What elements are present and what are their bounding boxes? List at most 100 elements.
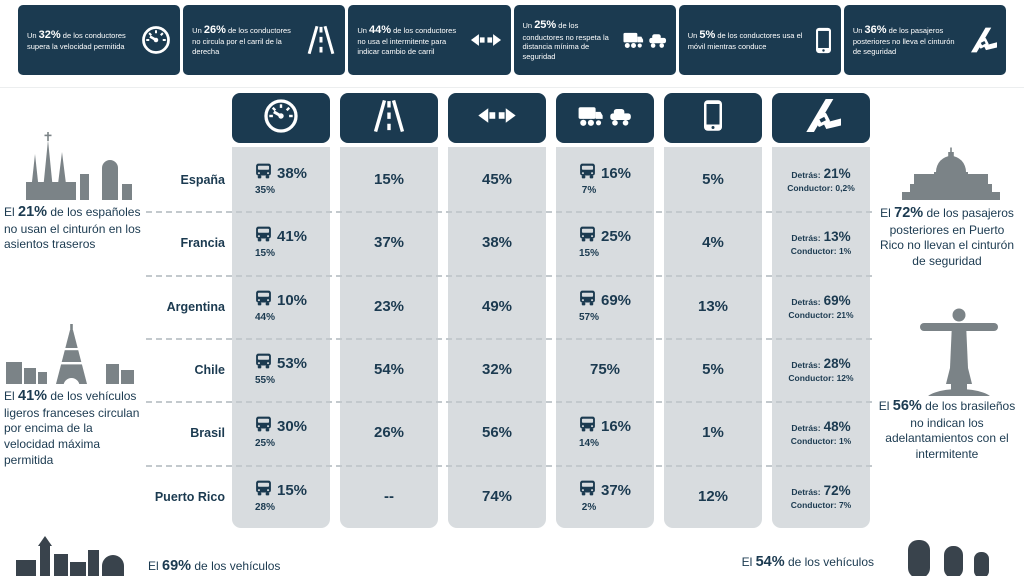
speedometer-icon [263,98,299,139]
phone-value: 12% [697,488,729,505]
country-label: España [180,172,225,187]
truck-icon [579,416,596,437]
truck-icon [579,163,596,184]
banner-item-speeding: Un 32% de los conductores supera la velo… [18,5,181,75]
banner-text: Un 25% de los conductores no respeta la … [522,19,609,62]
lane-markings-icon [306,25,336,55]
driver-line: Conductor: 21% [788,310,854,320]
banner-item-mobile-phone: Un 5% de los conductores usa el móvil mi… [678,5,841,75]
banner-item-right-lane: Un 26% de los conductores no circula por… [183,5,346,75]
turn-signal-arrows-icon [477,105,517,131]
column-header-phone [664,93,762,143]
banner-text: Un 5% de los conductores usa el móvil mi… [687,28,803,52]
turn-signal-value: 45% [481,171,513,188]
table-row: Puerto Rico 15% 28% -- 74% 37% 2% 12% De… [0,465,1024,528]
rear-label: Detrás: [791,360,821,370]
rear-value: 48% [823,419,851,434]
distance-cell: 69% 57% [556,275,654,338]
row-separator [146,401,872,403]
table-row: Chile 53% 55% 54% 32% 75% 5% Detrás: 28% … [0,338,1024,401]
column-header-speedometer [232,93,330,143]
seatbelt-cell: Detrás: 48% Conductor: 1% [772,401,870,464]
distance-cell: 75% [556,338,654,401]
speeding-value: 10% [276,292,308,309]
country-label: Chile [194,362,225,377]
turn-signal-arrows-icon [470,31,502,49]
london-skyline-icon [14,536,134,576]
speeding-value: 38% [276,165,308,182]
rear-label: Detrás: [791,170,821,180]
speeding-sub-value: 15% [254,248,275,259]
banner-text: Un 36% de los pasajeros posteriores no l… [852,24,955,57]
right-lane-value: 23% [373,298,405,315]
turn-signal-value: 49% [481,298,513,315]
note-bottom-right: El 54% de los vehículos [741,554,874,570]
distance-sub-value: 14% [578,438,599,449]
distance-value: 75% [589,360,621,378]
distance-value: 16% [600,418,632,435]
mobile-phone-icon [815,27,832,54]
country-label: Puerto Rico [154,489,225,504]
speeding-sub-value: 44% [254,312,275,323]
rear-value: 13% [823,229,851,244]
right-lane-value: 54% [373,361,405,378]
banner-item-turn-signal: Un 44% de los conductores no usa el inte… [348,5,511,75]
rear-value: 21% [823,166,851,181]
rear-value: 69% [823,293,851,308]
truck-icon [255,290,272,311]
seatbelt-icon [801,99,841,137]
seatbelt-cell: Detrás: 72% Conductor: 7% [772,465,870,528]
speeding-value: 41% [276,228,308,245]
truck-icon [579,290,596,311]
turn-signal-value: 38% [481,234,513,251]
seatbelt-icon [967,27,997,53]
banner-item-seatbelt: Un 36% de los pasajeros posteriores no l… [843,5,1007,75]
right-lane-value: 15% [373,171,405,188]
driver-line: Conductor: 7% [790,500,852,510]
note-france-speeding: El 41% de los vehículos ligeros francese… [4,388,140,467]
truck-icon [255,163,272,184]
rear-value: 28% [823,356,851,371]
mobile-phone-icon [703,99,723,137]
row-separator [146,211,872,213]
right-lane-value: 37% [373,234,405,251]
seatbelt-cell: Detrás: 21% Conductor: 0,2% [772,148,870,211]
distance-value: 37% [600,482,632,499]
speeding-cell: 15% 28% [232,465,330,528]
banner-text: Un 44% de los conductores no usa el inte… [357,24,457,57]
speeding-cell: 30% 25% [232,401,330,464]
speeding-sub-value: 25% [254,438,275,449]
country-label: Brasil [190,425,225,440]
turn-signal-value: 56% [481,424,513,441]
speeding-value: 53% [276,355,308,372]
rear-label: Detrás: [791,487,821,497]
rear-label: Detrás: [791,297,821,307]
phone-value: 4% [702,234,724,251]
table-row: Francia 41% 15% 37% 38% 25% 15% 4% Detrá… [0,211,1024,274]
column-bg-arrows [448,147,546,528]
truck-icon [579,480,596,501]
table-row: Argentina 10% 44% 23% 49% 69% 57% 13% De… [0,275,1024,338]
speeding-sub-value: 55% [254,375,275,386]
turn-signal-value: 74% [481,488,513,505]
truck-icon [579,226,596,247]
capitol-building-icon [896,146,1006,205]
phone-value: 1% [702,424,724,441]
moai-statues-icon [900,538,1000,576]
seatbelt-cell: Detrás: 69% Conductor: 21% [772,275,870,338]
row-separator [146,465,872,467]
truck-icon [255,416,272,437]
seatbelt-cell: Detrás: 28% Conductor: 12% [772,338,870,401]
table-row: España 38% 35% 15% 45% 16% 7% 5% Detrás:… [0,148,1024,211]
column-bg-lanes [340,147,438,528]
column-header-seatbelt [772,93,870,143]
rear-label: Detrás: [791,423,821,433]
column-bg-phone [664,147,762,528]
row-separator [146,275,872,277]
country-label: Argentina [166,299,225,314]
column-header-arrows [448,93,546,143]
speeding-cell: 38% 35% [232,148,330,211]
speeding-cell: 53% 55% [232,338,330,401]
phone-value: 13% [697,298,729,315]
